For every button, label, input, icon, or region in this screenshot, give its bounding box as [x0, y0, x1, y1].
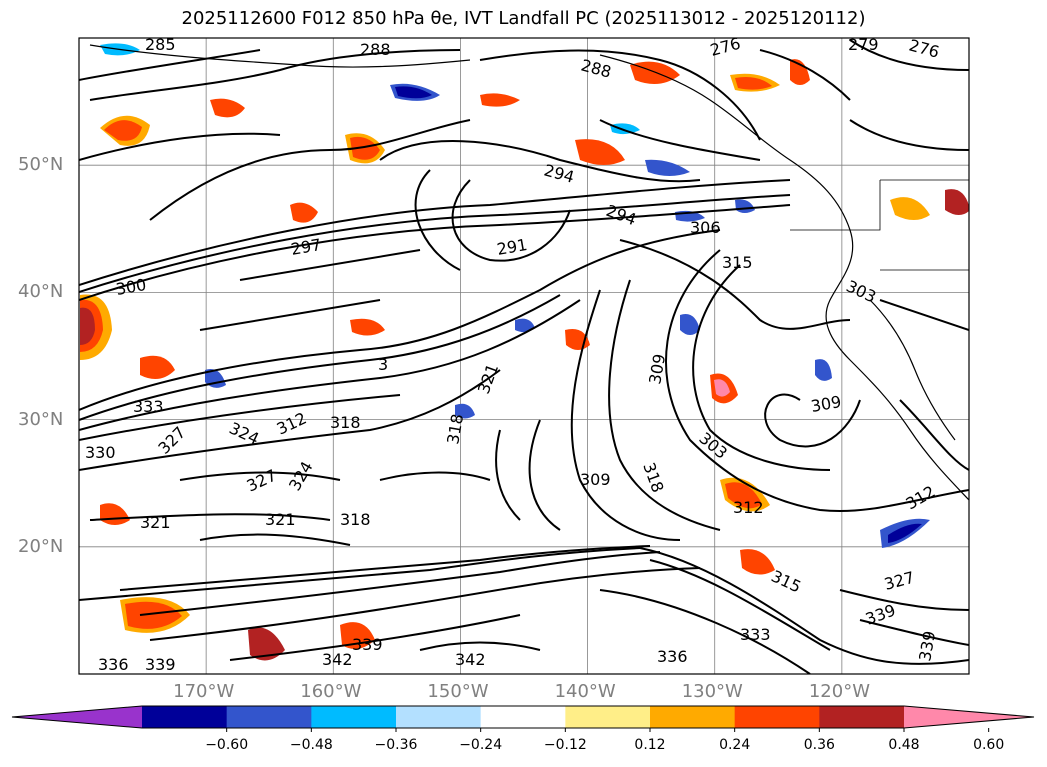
- shading-layer: [80, 43, 969, 661]
- contour-label: 285: [145, 35, 176, 54]
- contour-label: 321: [140, 513, 171, 532]
- colorbar-tick-label: 0.24: [719, 737, 751, 753]
- lon-tick-label: 150°W: [427, 681, 489, 702]
- contour-label: 288: [360, 40, 391, 59]
- coastline: [89, 44, 969, 501]
- contour-label: 333: [133, 397, 164, 416]
- contour-label: 315: [722, 253, 753, 272]
- lat-tick-label: 20°N: [18, 535, 64, 557]
- contour-labels: 285 288 276 279 2762882942942912973003063153…: [85, 35, 941, 674]
- contour-label: 318: [330, 413, 361, 432]
- colorbar-tick-label: −0.12: [543, 737, 587, 753]
- contour-label: 336: [98, 655, 129, 674]
- colorbar-tick-label: −0.24: [459, 737, 503, 753]
- map-frame: [78, 37, 970, 675]
- colorbar-tick-label: −0.60: [205, 737, 249, 753]
- lat-tick-label: 40°N: [18, 281, 64, 303]
- contour-label: 306: [690, 218, 721, 237]
- contour-label: 342: [322, 650, 353, 669]
- contour-label: 339: [352, 635, 383, 654]
- contour-label: 339: [145, 655, 176, 674]
- map-title: 2025112600 F012 850 hPa θe, IVT Landfall…: [181, 8, 866, 29]
- colorbar-tick-label: 0.12: [634, 737, 666, 753]
- contour-label: 279: [848, 35, 879, 54]
- theta-e-contours: [79, 39, 969, 674]
- lon-tick-label: 120°W: [808, 681, 870, 702]
- colorbar-tick-label: 0.36: [803, 737, 835, 753]
- contour-label: 321: [265, 510, 296, 529]
- contour-label: 318: [340, 510, 371, 529]
- contour-label: 342: [455, 650, 486, 669]
- map-background: [79, 38, 969, 674]
- contour-label: 330: [85, 443, 116, 462]
- lon-tick-label: 130°W: [681, 681, 743, 702]
- lon-tick-label: 160°W: [300, 681, 362, 702]
- lon-tick-label: 170°W: [173, 681, 235, 702]
- contour-label: 276: [907, 36, 941, 62]
- lat-tick-label: 30°N: [18, 408, 64, 430]
- colorbar-tick-label: 0.60: [973, 737, 1005, 753]
- contour-label: 333: [740, 625, 771, 644]
- contour-label: 309: [580, 470, 611, 489]
- lon-tick-label: 140°W: [554, 681, 616, 702]
- lat-tick-label: 50°N: [18, 154, 64, 176]
- colorbar-tick-label: −0.36: [374, 737, 418, 753]
- contour-label: 3: [378, 355, 388, 374]
- colorbar-tick-label: −0.48: [289, 737, 333, 753]
- graticule: [79, 38, 969, 674]
- contour-label: 336: [657, 647, 688, 666]
- contour-label: 312: [733, 498, 764, 517]
- colorbar-tick-label: 0.48: [888, 737, 920, 753]
